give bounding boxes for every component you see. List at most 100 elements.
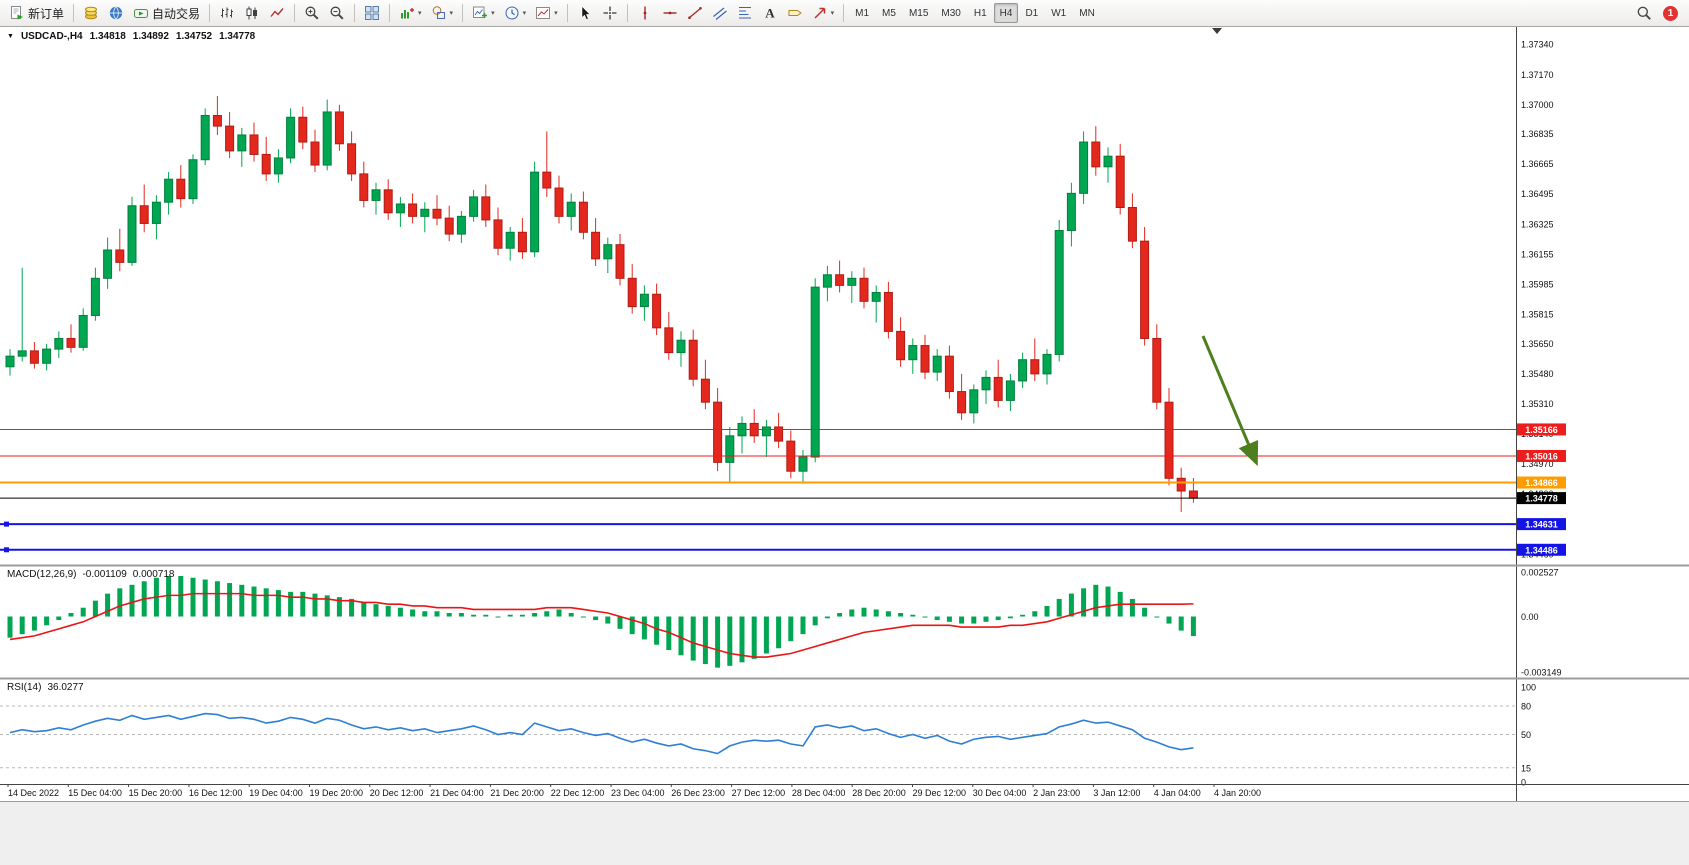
line-handle[interactable] bbox=[4, 521, 9, 527]
toolbar-separator bbox=[626, 4, 628, 22]
fibonacci-button[interactable] bbox=[733, 2, 757, 24]
candle-body bbox=[1176, 477, 1186, 492]
candle-body bbox=[1127, 207, 1137, 242]
candle-body bbox=[90, 277, 100, 316]
new-order-button[interactable]: 新订单 bbox=[5, 2, 68, 24]
timeframe-button-d1[interactable]: D1 bbox=[1019, 3, 1044, 23]
candle-body bbox=[151, 201, 161, 224]
timeframe-button-mn[interactable]: MN bbox=[1073, 3, 1101, 23]
algo-trading-button[interactable]: 自动交易 bbox=[129, 2, 204, 24]
candle-body bbox=[566, 201, 576, 217]
text-button[interactable]: A bbox=[758, 2, 782, 24]
macd-axis-label: 0.002527 bbox=[1521, 568, 1559, 578]
horizontal-line-button[interactable] bbox=[658, 2, 682, 24]
macd-bar bbox=[1154, 616, 1160, 618]
time-axis-label: 30 Dec 04:00 bbox=[973, 788, 1027, 798]
dropdown-caret-icon: ▾ bbox=[830, 9, 835, 17]
chart-symbol-period: USDCAD-,H4 bbox=[20, 31, 83, 42]
macd-bar bbox=[471, 614, 477, 617]
new-chart-button[interactable]: ▾ bbox=[468, 2, 499, 24]
search-icon bbox=[1637, 6, 1651, 20]
candle-body bbox=[212, 114, 222, 127]
trendline-button[interactable] bbox=[683, 2, 707, 24]
timeframe-button-m15[interactable]: M15 bbox=[903, 3, 934, 23]
equidistant-channel-button[interactable] bbox=[708, 2, 732, 24]
macd-main-value: -0.001109 bbox=[82, 569, 127, 580]
search-button[interactable] bbox=[1632, 2, 1656, 24]
chart-close-value: 1.34778 bbox=[219, 31, 256, 42]
macd-bar bbox=[1068, 593, 1074, 617]
text-icon: A bbox=[765, 6, 775, 21]
time-axis-label: 16 Dec 12:00 bbox=[189, 788, 243, 798]
dropdown-caret-icon: ▾ bbox=[418, 9, 422, 17]
objects-list-button[interactable]: ▾ bbox=[427, 2, 458, 24]
bar-chart-button[interactable] bbox=[215, 2, 239, 24]
one-click-trading-toggle[interactable]: ▼ bbox=[7, 33, 14, 40]
window-bottom-area bbox=[0, 801, 1689, 865]
cursor-button[interactable] bbox=[573, 2, 597, 24]
candle-body bbox=[237, 134, 247, 152]
price-axis-label: 1.37170 bbox=[1521, 70, 1554, 80]
chart-high-value: 1.34892 bbox=[132, 31, 169, 42]
macd-bar bbox=[1178, 616, 1184, 631]
time-scale[interactable] bbox=[0, 784, 1516, 801]
toolbar-separator bbox=[389, 4, 391, 22]
macd-bar bbox=[202, 579, 208, 617]
macd-bar bbox=[1032, 611, 1038, 617]
indicators-button[interactable]: ▾ bbox=[395, 2, 426, 24]
timeframe-button-m30[interactable]: M30 bbox=[935, 3, 966, 23]
candle-body bbox=[444, 217, 454, 235]
arrow-object[interactable] bbox=[1201, 335, 1259, 467]
candle-body bbox=[981, 376, 991, 391]
macd-bar bbox=[275, 590, 281, 617]
macd-bar bbox=[910, 614, 916, 617]
zoom-in-button[interactable] bbox=[300, 2, 324, 24]
candlestick-chart-button[interactable] bbox=[240, 2, 264, 24]
macd-bar bbox=[288, 591, 294, 617]
candle-body bbox=[176, 178, 186, 200]
line-handle[interactable] bbox=[4, 547, 9, 553]
zoom-out-button[interactable] bbox=[325, 2, 349, 24]
price-scale[interactable] bbox=[1516, 27, 1571, 784]
macd-bar bbox=[507, 614, 513, 617]
text-label-button[interactable] bbox=[783, 2, 807, 24]
toolbar-separator bbox=[843, 4, 845, 22]
macd-bar bbox=[715, 616, 721, 668]
gold-coins-button[interactable] bbox=[79, 2, 103, 24]
community-button[interactable] bbox=[104, 2, 128, 24]
chart-low-value: 1.34752 bbox=[175, 31, 213, 42]
macd-bar bbox=[873, 609, 879, 617]
timeframe-button-h4[interactable]: H4 bbox=[993, 3, 1019, 23]
candle-body bbox=[578, 201, 588, 233]
macd-bar bbox=[544, 611, 550, 617]
tile-windows-button[interactable] bbox=[360, 2, 384, 24]
macd-bar bbox=[580, 616, 586, 618]
chart-template-button[interactable]: ▾ bbox=[531, 2, 562, 24]
macd-bar bbox=[495, 616, 501, 618]
period-clock-button[interactable]: ▾ bbox=[500, 2, 531, 24]
macd-axis-label: -0.003149 bbox=[1521, 668, 1562, 678]
timeframe-button-w1[interactable]: W1 bbox=[1045, 3, 1072, 23]
macd-bar bbox=[641, 616, 647, 640]
timeframe-button-h1[interactable]: H1 bbox=[968, 3, 993, 23]
timeframe-button-m5[interactable]: M5 bbox=[876, 3, 902, 23]
macd-bar bbox=[483, 614, 489, 617]
toolbar-separator bbox=[354, 4, 356, 22]
macd-bar bbox=[959, 616, 965, 624]
vertical-line-button[interactable] bbox=[633, 2, 657, 24]
macd-bar bbox=[617, 616, 623, 629]
macd-bar bbox=[1190, 616, 1196, 637]
timeframe-button-m1[interactable]: M1 bbox=[849, 3, 875, 23]
notification-badge[interactable]: 1 bbox=[1663, 5, 1678, 21]
candle-body bbox=[54, 337, 64, 350]
crosshair-button[interactable] bbox=[598, 2, 622, 24]
line-chart-button[interactable] bbox=[265, 2, 289, 24]
price-axis-label: 1.35815 bbox=[1521, 310, 1554, 320]
macd-header: MACD(12,26,9) -0.001109 0.000718 bbox=[7, 569, 174, 580]
toolbar-separator bbox=[462, 4, 464, 22]
macd-bar bbox=[983, 616, 989, 622]
arrows-button[interactable]: ▾ bbox=[808, 2, 839, 24]
price-axis-label: 1.37340 bbox=[1521, 40, 1554, 50]
time-axis-label: 15 Dec 04:00 bbox=[68, 788, 122, 798]
